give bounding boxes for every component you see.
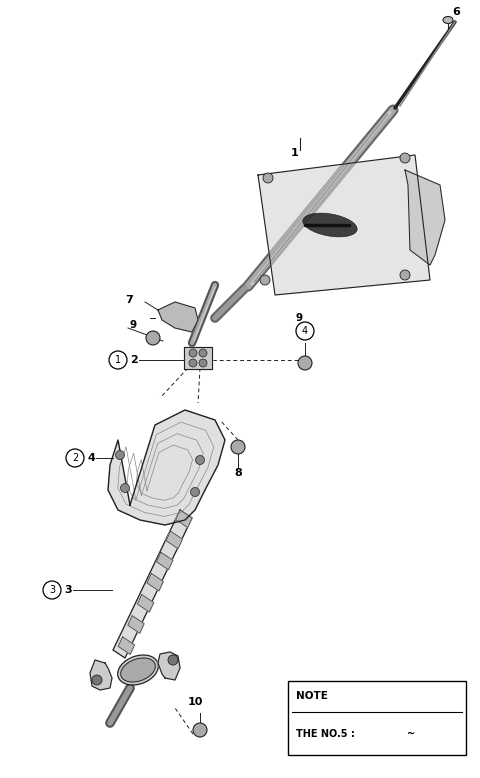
Polygon shape: [176, 510, 192, 527]
Circle shape: [168, 655, 178, 665]
Text: 4: 4: [87, 453, 95, 463]
Circle shape: [298, 356, 312, 370]
Polygon shape: [405, 170, 445, 265]
Polygon shape: [137, 594, 154, 612]
Text: 1: 1: [397, 730, 402, 738]
Polygon shape: [158, 652, 180, 680]
Ellipse shape: [443, 16, 453, 23]
Polygon shape: [128, 615, 144, 633]
Ellipse shape: [118, 655, 158, 685]
Polygon shape: [184, 347, 212, 369]
Ellipse shape: [303, 213, 357, 237]
Polygon shape: [113, 510, 192, 658]
Circle shape: [146, 331, 160, 345]
Circle shape: [263, 173, 273, 183]
Text: 1: 1: [291, 148, 299, 158]
Ellipse shape: [120, 658, 156, 682]
Circle shape: [189, 349, 197, 357]
Text: 3: 3: [64, 585, 72, 595]
Text: 2: 2: [72, 453, 78, 463]
Polygon shape: [156, 552, 173, 569]
Text: 8: 8: [234, 468, 242, 478]
Circle shape: [116, 450, 124, 460]
Circle shape: [191, 488, 200, 496]
Text: 10: 10: [187, 697, 203, 707]
Bar: [288, 681, 466, 755]
Text: 4: 4: [416, 730, 420, 738]
Text: NOTE: NOTE: [296, 691, 328, 700]
Circle shape: [400, 153, 410, 163]
Circle shape: [199, 349, 207, 357]
Text: 9: 9: [296, 313, 303, 323]
Text: 3: 3: [49, 585, 55, 595]
Text: 4: 4: [302, 326, 308, 336]
Circle shape: [231, 440, 245, 454]
Polygon shape: [90, 660, 112, 690]
Polygon shape: [118, 637, 134, 654]
Polygon shape: [108, 410, 225, 525]
Circle shape: [195, 455, 204, 464]
Text: ~: ~: [407, 729, 415, 739]
Circle shape: [260, 275, 270, 285]
Text: 1: 1: [115, 355, 121, 365]
Text: 2: 2: [130, 355, 138, 365]
Circle shape: [193, 723, 207, 737]
Polygon shape: [158, 302, 198, 332]
Text: THE NO.5 :: THE NO.5 :: [296, 729, 358, 739]
Text: 6: 6: [452, 7, 460, 17]
Polygon shape: [147, 573, 163, 591]
Circle shape: [92, 675, 102, 685]
Circle shape: [199, 359, 207, 367]
Text: 9: 9: [130, 320, 137, 330]
Polygon shape: [258, 155, 430, 295]
Circle shape: [189, 359, 197, 367]
Text: 7: 7: [125, 295, 133, 305]
Circle shape: [400, 270, 410, 280]
Polygon shape: [166, 531, 182, 548]
Circle shape: [120, 483, 130, 492]
